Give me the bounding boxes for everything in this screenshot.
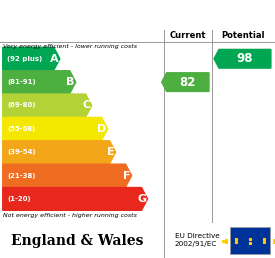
Text: Not energy efficient - higher running costs: Not energy efficient - higher running co… [3, 213, 137, 218]
Text: C: C [82, 100, 90, 110]
Text: 98: 98 [237, 52, 253, 65]
Polygon shape [3, 117, 108, 140]
Text: 82: 82 [180, 76, 196, 88]
Text: EU Directive
2002/91/EC: EU Directive 2002/91/EC [175, 233, 219, 247]
Text: England & Wales: England & Wales [11, 233, 144, 248]
Polygon shape [3, 94, 92, 117]
Text: A: A [50, 54, 59, 64]
Text: Very energy efficient - lower running costs: Very energy efficient - lower running co… [3, 44, 137, 49]
Polygon shape [3, 47, 60, 70]
Text: Energy Efficiency Rating: Energy Efficiency Rating [8, 8, 192, 21]
Text: (21-38): (21-38) [7, 173, 35, 179]
Polygon shape [214, 50, 271, 68]
Text: Potential: Potential [222, 31, 265, 41]
Polygon shape [3, 71, 76, 93]
Text: B: B [66, 77, 75, 87]
Bar [230, 227, 270, 254]
Text: Current: Current [169, 31, 206, 41]
Polygon shape [3, 141, 116, 164]
Text: E: E [107, 147, 114, 157]
Text: F: F [123, 171, 130, 181]
Text: (39-54): (39-54) [7, 149, 35, 155]
Text: G: G [137, 194, 146, 204]
Text: D: D [97, 124, 106, 134]
Text: (69-80): (69-80) [7, 102, 35, 108]
Text: (1-20): (1-20) [7, 196, 31, 202]
Text: (55-68): (55-68) [7, 126, 35, 132]
Text: (92 plus): (92 plus) [7, 56, 42, 62]
Polygon shape [3, 188, 148, 210]
Polygon shape [162, 73, 209, 92]
Text: (81-91): (81-91) [7, 79, 35, 85]
Polygon shape [3, 164, 132, 187]
